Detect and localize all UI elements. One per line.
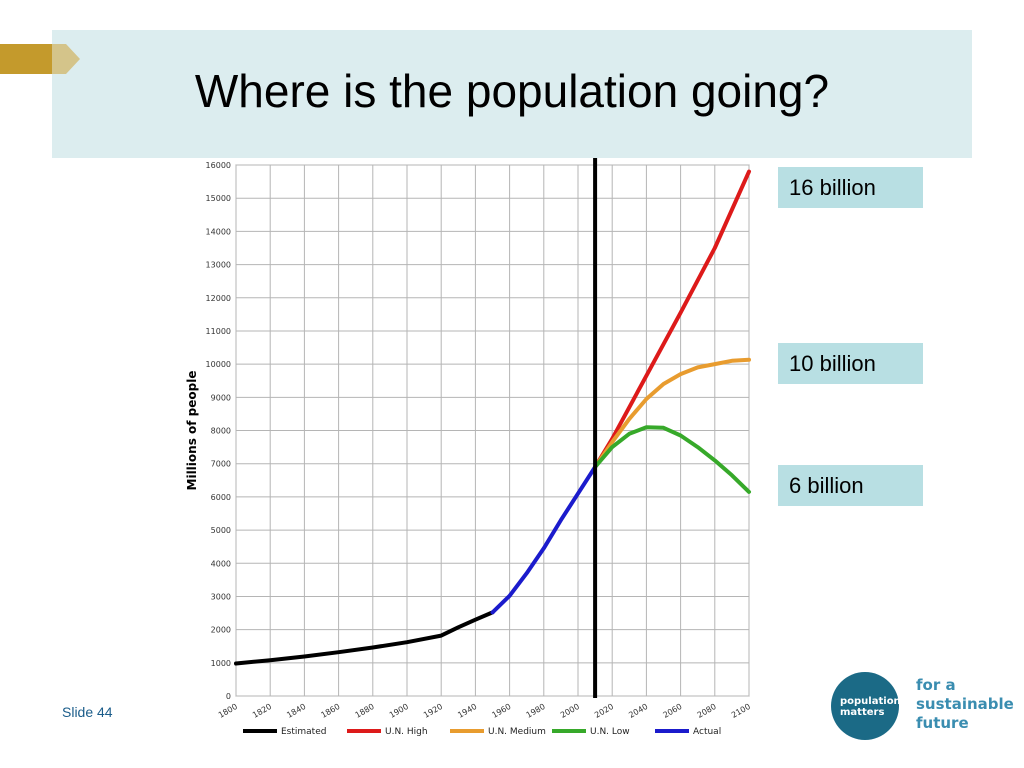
x-tick-label: 2020 bbox=[593, 702, 615, 720]
tagline-line-1: for a bbox=[916, 676, 956, 694]
callout-medium: 10 billion bbox=[778, 343, 923, 384]
x-tick-label: 2080 bbox=[696, 702, 718, 720]
x-tick-label: 2040 bbox=[627, 702, 649, 720]
y-tick-label: 16000 bbox=[206, 161, 231, 170]
y-tick-label: 6000 bbox=[211, 493, 231, 502]
x-tick-label: 1840 bbox=[285, 702, 307, 720]
y-tick-label: 7000 bbox=[211, 460, 231, 469]
legend-label: Actual bbox=[693, 727, 721, 737]
x-tick-label: 2000 bbox=[559, 702, 581, 720]
logo-tagline: for a sustainable future bbox=[916, 676, 1016, 733]
callout-low: 6 billion bbox=[778, 465, 923, 506]
x-tick-label: 1860 bbox=[319, 702, 341, 720]
x-tick-label: 1960 bbox=[490, 702, 512, 720]
y-tick-label: 10000 bbox=[206, 360, 231, 369]
slide-number: Slide 44 bbox=[62, 704, 113, 720]
x-tick-label: 1940 bbox=[456, 702, 478, 720]
series-line-u-n-medium bbox=[593, 357, 751, 469]
y-tick-label: 3000 bbox=[211, 592, 231, 601]
y-tick-label: 12000 bbox=[206, 294, 231, 303]
y-tick-label: 5000 bbox=[211, 526, 231, 535]
x-tick-label: 1900 bbox=[388, 702, 410, 720]
title-band: Where is the population going? bbox=[52, 30, 972, 158]
y-tick-label: 15000 bbox=[206, 194, 231, 203]
legend-label: U.N. High bbox=[385, 727, 428, 737]
slide-title: Where is the population going? bbox=[194, 65, 830, 117]
series-line-u-n-low bbox=[593, 425, 751, 494]
y-tick-label: 0 bbox=[226, 692, 231, 701]
x-tick-label: 1820 bbox=[251, 702, 273, 720]
y-tick-label: 4000 bbox=[211, 559, 231, 568]
x-tick-label: 1880 bbox=[354, 702, 376, 720]
y-tick-label: 1000 bbox=[211, 659, 231, 668]
series-line-actual bbox=[490, 465, 598, 615]
x-tick-label: 1920 bbox=[422, 702, 444, 720]
y-tick-label: 11000 bbox=[206, 327, 231, 336]
series-line-estimated bbox=[234, 610, 495, 666]
tagline-line-2: sustainable bbox=[916, 695, 1014, 713]
tagline-line-3: future bbox=[916, 714, 969, 732]
legend-label: Estimated bbox=[281, 727, 326, 737]
y-tick-label: 13000 bbox=[206, 261, 231, 270]
legend-label: U.N. Low bbox=[590, 727, 630, 737]
y-tick-label: 14000 bbox=[206, 227, 231, 236]
callout-high: 16 billion bbox=[778, 167, 923, 208]
logo-line-2: matters bbox=[840, 707, 885, 718]
x-tick-label: 2100 bbox=[730, 702, 752, 720]
population-matters-logo: population matters bbox=[831, 672, 901, 740]
y-tick-label: 9000 bbox=[211, 393, 231, 402]
y-axis-label: Millions of people bbox=[185, 371, 199, 491]
x-tick-label: 2060 bbox=[661, 702, 683, 720]
legend-label: U.N. Medium bbox=[488, 727, 546, 737]
arrow-tab-icon bbox=[0, 44, 80, 74]
y-tick-label: 2000 bbox=[211, 626, 231, 635]
y-tick-label: 8000 bbox=[211, 427, 231, 436]
logo-line-1: population bbox=[840, 696, 901, 707]
x-tick-label: 1980 bbox=[525, 702, 547, 720]
x-tick-label: 1800 bbox=[217, 702, 239, 720]
